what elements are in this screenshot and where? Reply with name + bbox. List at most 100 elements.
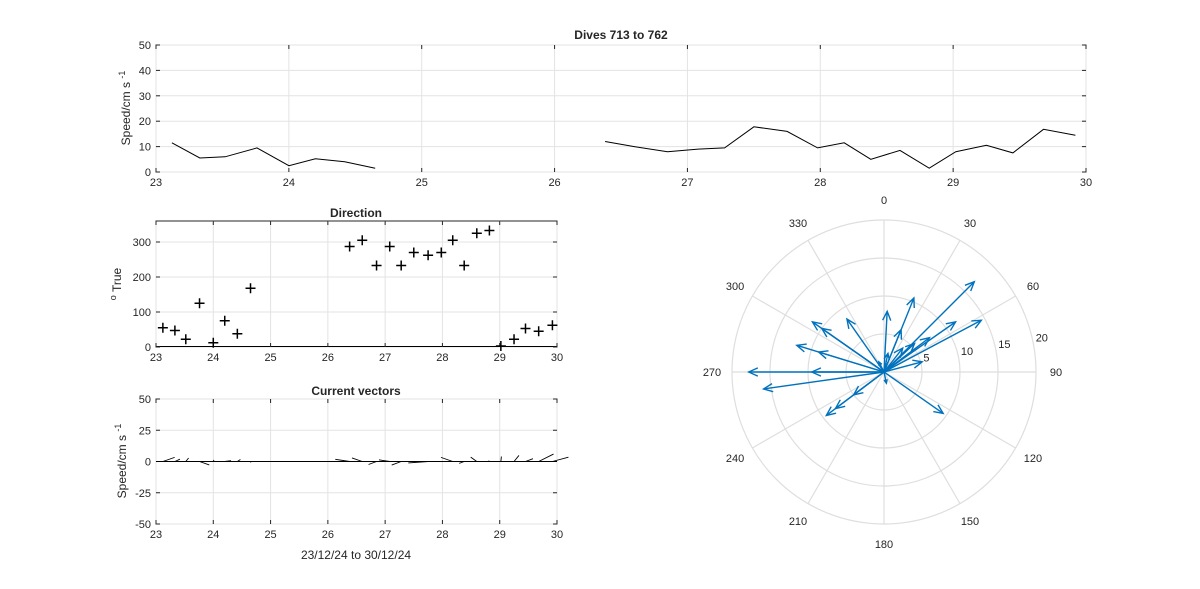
speed-panel: 23 24 25 26 27 28 29 30 0 10 20 30 40 50 Dives 713 to… <box>117 28 1092 189</box>
vector-stick <box>335 458 350 462</box>
compass-arrow-head <box>761 383 774 393</box>
vector-stick <box>351 457 363 462</box>
direction-marker <box>533 326 544 337</box>
compass-arrow-head <box>852 385 864 396</box>
vector-stick <box>368 461 377 465</box>
compass-arrow <box>853 371 885 396</box>
vector-stick <box>525 458 534 462</box>
direction-marker <box>471 228 482 239</box>
direction-marker <box>169 325 180 336</box>
compass-radius-label: 15 <box>998 339 1010 351</box>
compass-arrow <box>883 371 888 384</box>
speed-line <box>605 126 1076 169</box>
compass-arrow-head <box>964 280 976 292</box>
compass-arrow <box>846 318 885 373</box>
speed-ytick-label: 30 <box>139 91 151 103</box>
speed-xtick-label: 24 <box>283 177 295 189</box>
direction-xtick-label: 26 <box>322 352 334 364</box>
speed-xtick-label: 23 <box>150 177 162 189</box>
speed-ytick-label: 50 <box>139 40 151 52</box>
compass-arrow <box>883 297 915 373</box>
direction-marker <box>509 334 520 345</box>
vectors-xtick-label: 24 <box>207 529 219 541</box>
direction-ytick-label: 100 <box>133 307 151 319</box>
speed-ytick-label: 40 <box>139 65 151 77</box>
compass-arrow-head <box>810 320 823 331</box>
compass-arrow <box>878 361 885 373</box>
speed-ytick-label: 20 <box>139 116 151 128</box>
direction-marker <box>459 260 470 271</box>
compass-angle-label: 30 <box>964 218 976 230</box>
vectors-ylabel: Speed/cm s -1 <box>113 424 129 499</box>
direction-plot-area <box>155 220 558 348</box>
vector-stick <box>470 456 478 462</box>
compass-angle-label: 150 <box>961 516 979 528</box>
direction-title: Direction <box>330 206 382 220</box>
vector-stick <box>391 461 402 466</box>
compass-arrow-head <box>933 404 945 415</box>
compass-arrow-head <box>945 320 958 331</box>
compass-angle-label: 300 <box>726 281 744 293</box>
vectors-ytick-label: 25 <box>139 425 151 437</box>
direction-ytick-label: 0 <box>145 342 151 354</box>
speed-series <box>171 126 1076 169</box>
vectors-panel: 23 24 25 26 27 28 29 30 -50 -25 0 25 50 Current vect… <box>113 384 569 562</box>
vectors-xtick-label: 23 <box>150 529 162 541</box>
compass-grid <box>731 219 1037 525</box>
vectors-sticks <box>156 453 569 466</box>
compass-arrow <box>883 311 888 373</box>
vectors-axis-ticks: 23 24 25 26 27 28 29 30 -50 -25 0 25 50 <box>135 394 563 541</box>
compass-radius-label: 5 <box>923 352 929 364</box>
direction-marker <box>384 241 395 252</box>
compass-spoke <box>752 295 885 373</box>
direction-marker <box>484 225 495 236</box>
direction-ytick-label: 300 <box>133 237 151 249</box>
compass-arrow-head <box>912 359 924 369</box>
speed-line <box>171 142 376 169</box>
speed-xtick-label: 26 <box>548 177 560 189</box>
direction-marker <box>396 260 407 271</box>
compass-arrow <box>883 319 982 373</box>
compass-arrow-head <box>883 379 888 385</box>
vectors-ytick-label: 0 <box>145 457 151 469</box>
vectors-xtick-label: 25 <box>264 529 276 541</box>
compass-arrow <box>812 321 885 373</box>
direction-xtick-label: 24 <box>207 352 219 364</box>
compass-arrow-head <box>878 360 883 366</box>
compass-angle-label: 60 <box>1027 281 1039 293</box>
compass-angle-label: 330 <box>789 218 807 230</box>
vectors-ytick-label: -25 <box>135 488 151 500</box>
vectors-title: Current vectors <box>311 384 401 398</box>
compass-arrow-head <box>824 406 837 417</box>
compass-spoke <box>883 371 1016 449</box>
compass-arrow-head <box>904 342 916 353</box>
direction-marker <box>344 241 355 252</box>
direction-marker <box>357 235 368 246</box>
direction-ylabel: o True <box>108 267 124 300</box>
direction-xtick-label: 23 <box>150 352 162 364</box>
compass-panel: 0 30 60 90 120 150 180 210 240 270 300 330 5 10 15 20 <box>703 195 1062 551</box>
direction-marker <box>245 283 256 294</box>
compass-labels: 0 30 60 90 120 150 180 210 240 270 300 330 5 10 15 20 <box>703 195 1062 551</box>
direction-marker <box>157 322 168 333</box>
compass-angle-label: 240 <box>726 453 744 465</box>
compass-arrow-head <box>906 296 915 309</box>
vector-stick <box>237 459 241 462</box>
vector-stick <box>162 456 175 462</box>
vector-stick <box>500 456 502 462</box>
compass-arrows <box>747 280 983 417</box>
vector-stick <box>538 453 554 462</box>
vector-stick <box>185 457 189 462</box>
vectors-xtick-label: 26 <box>322 529 334 541</box>
speed-xtick-label: 28 <box>814 177 826 189</box>
compass-spoke <box>752 371 885 449</box>
compass-radius-label: 20 <box>1036 333 1048 345</box>
compass-arrow <box>763 371 885 390</box>
direction-marker <box>520 323 531 334</box>
speed-ytick-label: 10 <box>139 142 151 154</box>
vector-stick <box>440 456 453 462</box>
direction-markers <box>157 225 558 351</box>
direction-marker <box>232 328 243 339</box>
